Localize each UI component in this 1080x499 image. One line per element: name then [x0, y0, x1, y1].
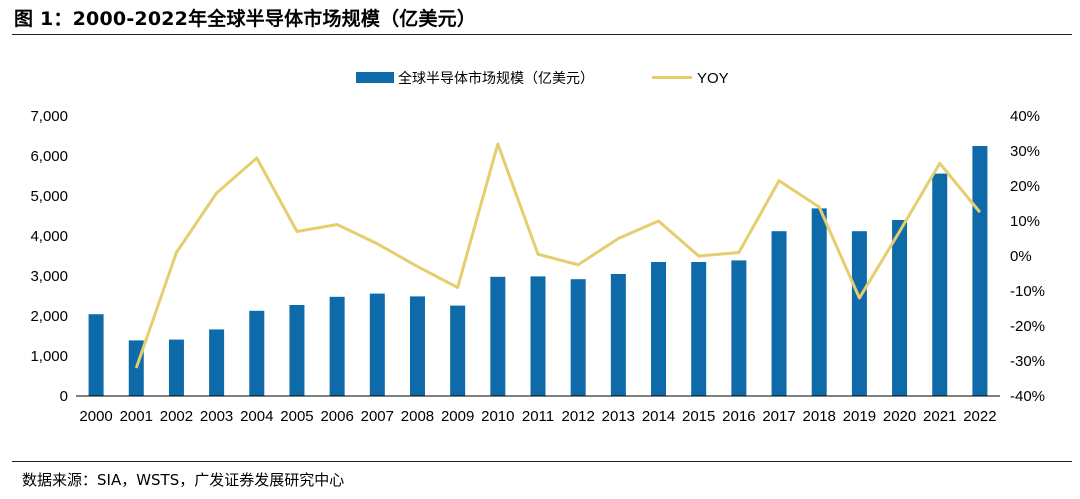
x-tick-label: 2003: [200, 408, 233, 425]
bar: [932, 173, 948, 396]
right-tick-label: -40%: [1010, 388, 1045, 405]
bar: [369, 293, 385, 396]
bar: [168, 339, 184, 396]
x-tick-label: 2004: [240, 408, 273, 425]
bar: [811, 208, 827, 396]
bar: [530, 276, 546, 396]
bar: [570, 279, 586, 396]
x-tick-label: 2021: [923, 408, 956, 425]
x-tick-label: 2007: [361, 408, 394, 425]
bar: [731, 260, 747, 396]
bar: [651, 262, 667, 396]
right-tick-label: 30%: [1010, 143, 1040, 160]
right-tick-label: 40%: [1010, 108, 1040, 125]
legend-bar-swatch: [356, 72, 394, 83]
x-tick-label: 2013: [602, 408, 635, 425]
yoy-series: [134, 142, 982, 369]
right-tick-label: 20%: [1010, 178, 1040, 195]
left-tick-label: 1,000: [30, 348, 68, 365]
x-tick-label: 2018: [803, 408, 836, 425]
right-tick-label: -20%: [1010, 318, 1045, 335]
chart-legend: 全球半导体市场规模（亿美元） YOY: [356, 70, 729, 87]
x-tick-label: 2005: [280, 408, 313, 425]
bar: [249, 310, 265, 396]
x-tick-label: 2011: [522, 408, 554, 425]
x-tick-label: 2012: [561, 408, 594, 425]
right-tick-label: -30%: [1010, 353, 1045, 370]
bar: [88, 314, 104, 396]
x-tick-label: 2006: [320, 408, 353, 425]
right-axis: -40% -30% -20% -10% 0% 10% 20% 30% 40%: [1010, 108, 1045, 405]
x-tick-label: 2001: [120, 408, 153, 425]
x-tick-label: 2017: [762, 408, 795, 425]
bar: [490, 276, 506, 396]
bar: [329, 296, 345, 396]
bar: [610, 274, 626, 396]
left-axis: 0 1,000 2,000 3,000 4,000 5,000 6,000 7,000: [30, 108, 68, 405]
bar: [691, 262, 707, 396]
x-tick-label: 2010: [481, 408, 514, 425]
x-tick-label: 2000: [79, 408, 112, 425]
x-tick-label: 2015: [682, 408, 715, 425]
x-axis: 2000 2001 2002 2003 2004 2005 2006 2007 2008 2009…: [76, 395, 1000, 425]
x-tick-label: 2020: [883, 408, 916, 425]
legend-bar-label: 全球半导体市场规模（亿美元）: [398, 70, 594, 87]
source-note: 数据来源：SIA，WSTS，广发证券发展研究中心: [22, 471, 345, 489]
left-tick-label: 6,000: [30, 148, 68, 165]
bar: [209, 329, 225, 396]
left-tick-label: 0: [60, 388, 68, 405]
bar: [771, 231, 787, 396]
yoy-line: [134, 142, 982, 369]
x-tick-label: 2022: [963, 408, 996, 425]
legend-line-label: YOY: [697, 70, 729, 87]
x-tick-label: 2009: [441, 408, 474, 425]
x-tick-label: 2008: [401, 408, 434, 425]
title-rule: [12, 34, 1072, 35]
bar: [892, 220, 908, 396]
right-tick-label: -10%: [1010, 283, 1045, 300]
left-tick-label: 4,000: [30, 228, 68, 245]
bar: [851, 231, 867, 396]
bar: [450, 305, 466, 396]
x-tick-label: 2014: [642, 408, 675, 425]
left-tick-label: 2,000: [30, 308, 68, 325]
x-tick-label: 2002: [160, 408, 193, 425]
bar: [409, 296, 425, 396]
left-tick-label: 5,000: [30, 188, 68, 205]
bar: [972, 146, 988, 396]
left-tick-label: 3,000: [30, 268, 68, 285]
left-tick-label: 7,000: [30, 108, 68, 125]
figure-title: 图 1：2000-2022年全球半导体市场规模（亿美元）: [14, 8, 477, 30]
bar-series: [88, 146, 988, 396]
source-rule: [12, 461, 1072, 462]
x-tick-label: 2019: [843, 408, 876, 425]
right-tick-label: 10%: [1010, 213, 1040, 230]
x-tick-label: 2016: [722, 408, 755, 425]
semiconductor-market-chart: 全球半导体市场规模（亿美元） YOY 0 1,000 2,000 3,000 4,000 5…: [30, 70, 1045, 425]
right-tick-label: 0%: [1010, 248, 1032, 265]
bar: [289, 305, 305, 396]
